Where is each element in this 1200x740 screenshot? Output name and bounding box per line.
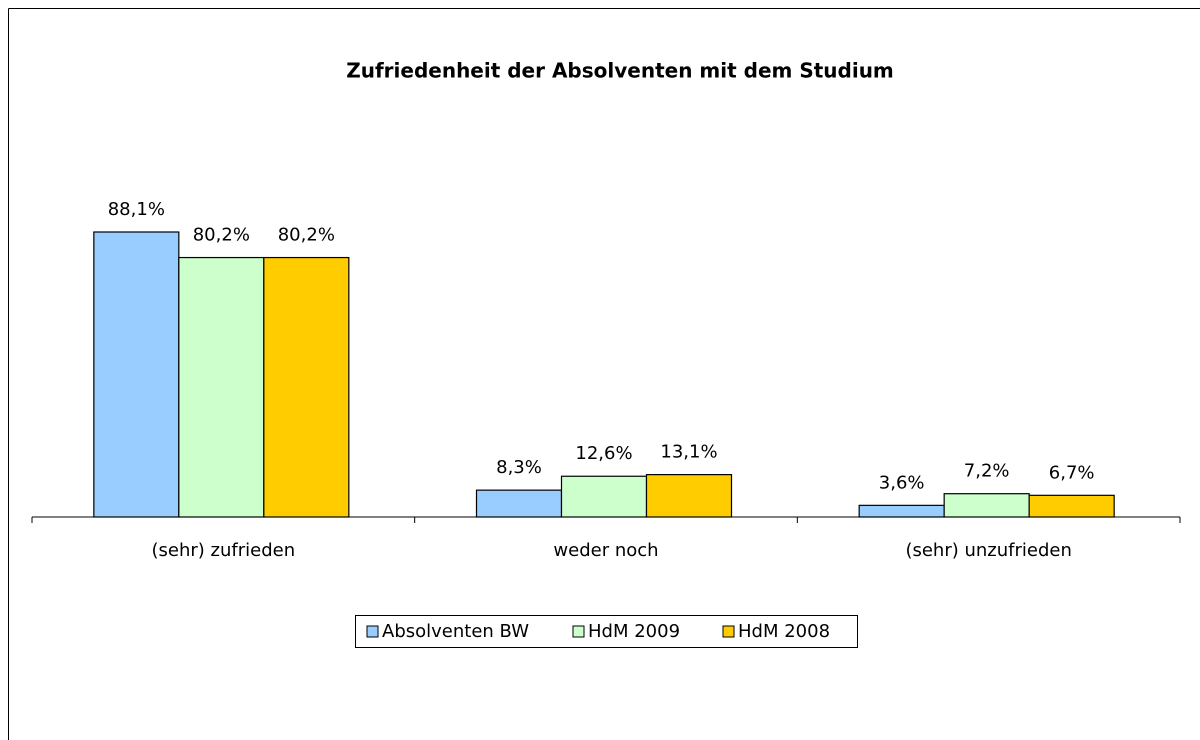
x-tick-label: (sehr) zufrieden [152, 540, 296, 561]
bar [645, 474, 733, 518]
data-label: 80,2% [193, 225, 250, 246]
bar [93, 231, 180, 518]
x-tick-label: (sehr) unzufrieden [905, 540, 1071, 561]
bar [263, 256, 350, 518]
data-label: 8,3% [496, 457, 542, 478]
bar [943, 493, 1030, 518]
legend-label: Absolventen BW [382, 621, 529, 642]
x-tick-label: weder noch [553, 540, 658, 561]
legend-box [355, 615, 858, 648]
legend-label: HdM 2008 [738, 621, 830, 642]
data-label: 6,7% [1049, 462, 1095, 483]
data-label: 3,6% [879, 472, 925, 493]
legend-swatch [366, 625, 379, 638]
data-label: 80,2% [278, 225, 335, 246]
bar [858, 504, 945, 518]
data-label: 13,1% [660, 442, 717, 463]
legend-label: HdM 2009 [588, 621, 680, 642]
data-label: 88,1% [108, 199, 165, 220]
data-label: 12,6% [575, 443, 632, 464]
chart-title: Zufriedenheit der Absolventen mit dem St… [346, 59, 894, 83]
bar [178, 256, 265, 518]
bar [1028, 494, 1115, 518]
bar [560, 475, 648, 518]
data-label: 7,2% [964, 461, 1010, 482]
bar [475, 489, 563, 518]
legend-swatch [722, 625, 735, 638]
legend-swatch [572, 625, 585, 638]
